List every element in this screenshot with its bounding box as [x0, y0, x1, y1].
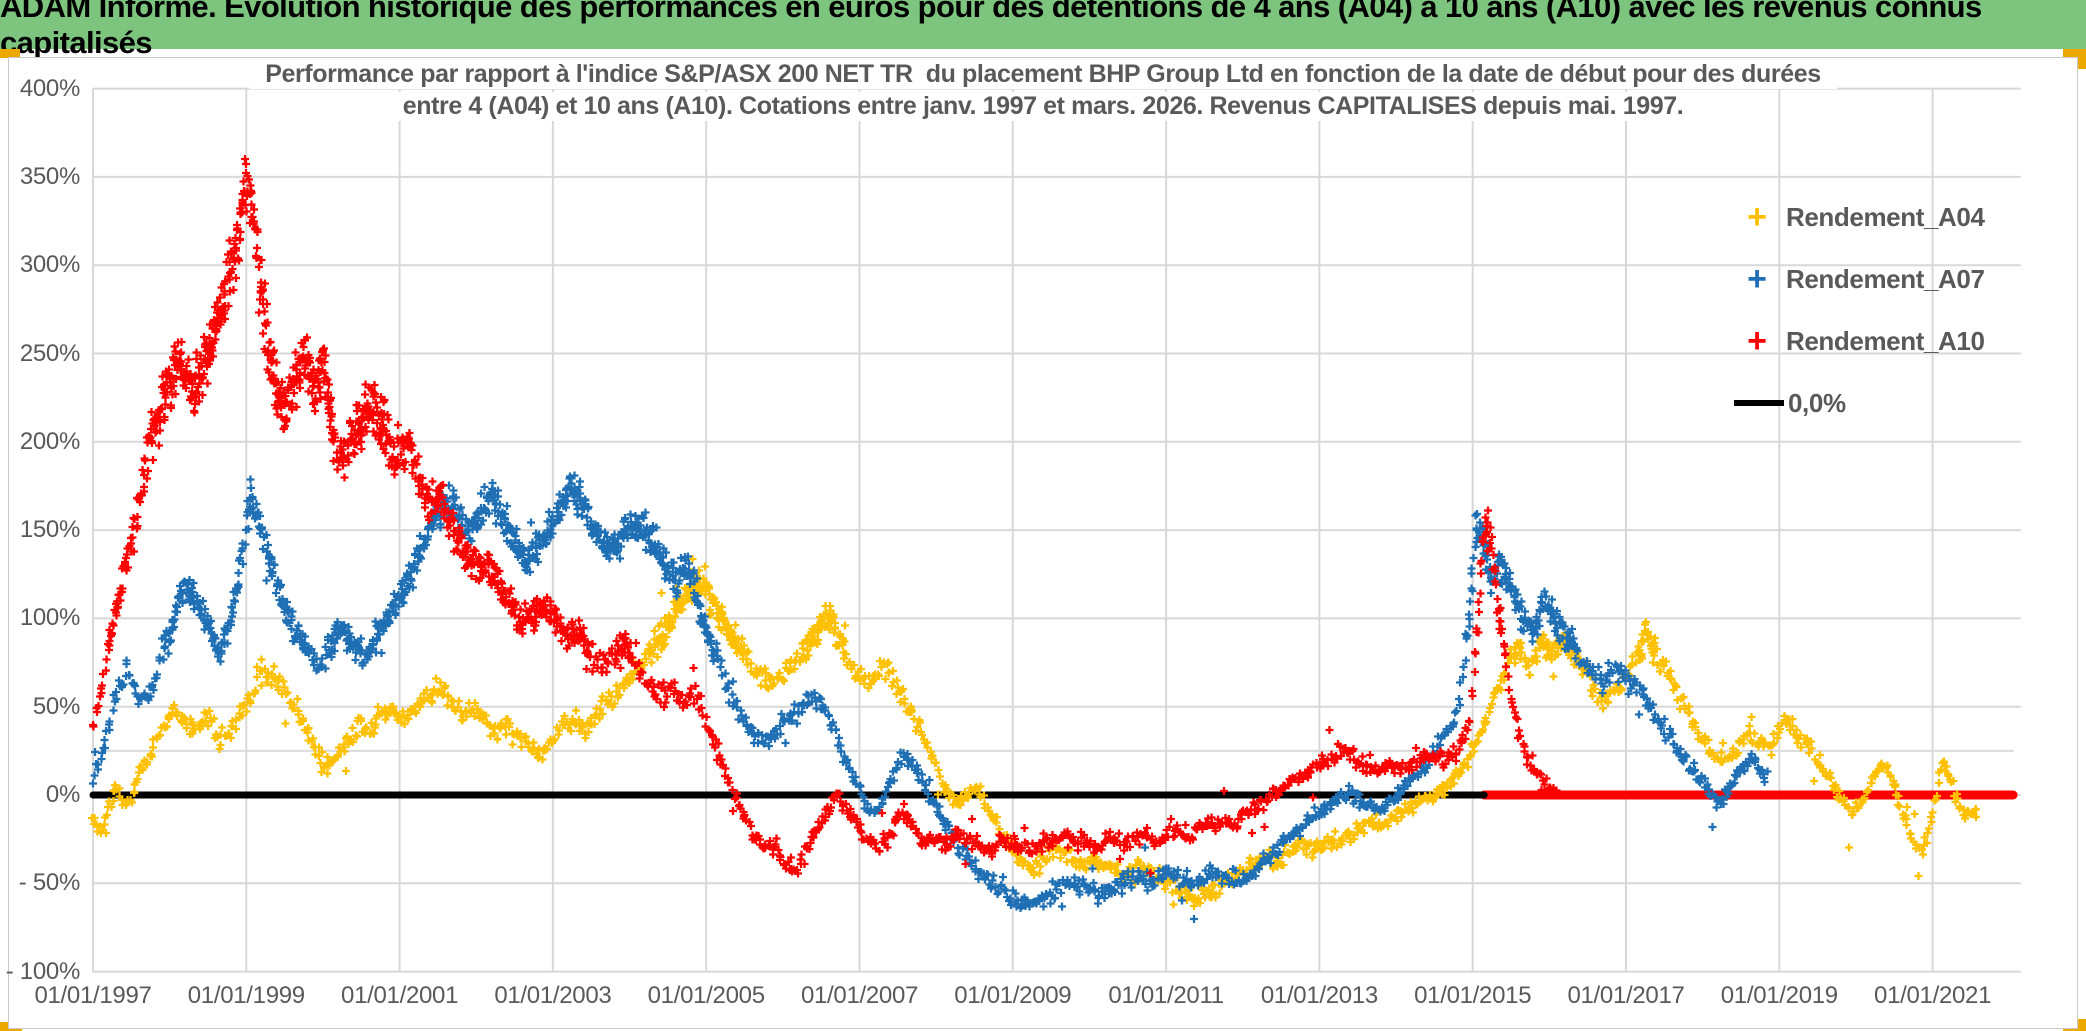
- legend-item-rendement-a07: + Rendement_A07: [1728, 248, 2028, 310]
- x-tick-label: 01/01/2001: [341, 982, 459, 1009]
- x-tick-label: 01/01/2017: [1567, 982, 1685, 1009]
- y-tick-label: 150%: [19, 516, 80, 544]
- x-tick-label: 01/01/2007: [800, 982, 919, 1009]
- x-tick-label: 01/01/2009: [954, 982, 1072, 1009]
- zero-line-icon: [1734, 400, 1784, 406]
- legend-label: 0,0%: [1788, 387, 1846, 418]
- banner-title: ADAM Informe. Evolution historique des p…: [0, 0, 1982, 60]
- title-banner: ADAM Informe. Evolution historique des p…: [0, 0, 2086, 60]
- legend-label: Rendement_A04: [1786, 201, 1985, 232]
- plus-marker-icon: +: [1747, 260, 1767, 298]
- plus-marker-icon: +: [1747, 198, 1767, 236]
- x-tick-label: 01/01/2019: [1720, 982, 1838, 1009]
- y-tick-label: 200%: [19, 427, 80, 455]
- series-rendement-a10: [89, 155, 1561, 878]
- x-tick-label: 01/01/2011: [1108, 982, 1224, 1009]
- x-tick-label: 01/01/2005: [647, 982, 765, 1009]
- x-tick-label: 01/01/2015: [1414, 982, 1532, 1009]
- legend-item-rendement-a10: + Rendement_A10: [1728, 310, 2028, 372]
- legend-item-zero-line: 0,0%: [1728, 372, 2028, 434]
- x-tick-label: 01/01/2003: [494, 982, 612, 1009]
- y-tick-label: 400%: [19, 74, 80, 102]
- x-tick-label: 01/01/1997: [34, 982, 152, 1009]
- x-tick-label: 01/01/2021: [1874, 982, 1992, 1009]
- y-tick-label: 100%: [19, 604, 80, 632]
- legend-label: Rendement_A10: [1786, 325, 1985, 356]
- x-tick-label: 01/01/1999: [187, 982, 305, 1009]
- y-tick-label: 350%: [19, 162, 80, 190]
- legend: + Rendement_A04 + Rendement_A07 + Rendem…: [1728, 186, 2028, 434]
- x-tick-label: 01/01/2013: [1260, 982, 1378, 1009]
- y-tick-label: - 100%: [5, 957, 81, 985]
- series-rendement-a04: [88, 555, 1980, 910]
- y-tick-label: - 50%: [18, 869, 81, 897]
- series-rendement-a07: [89, 471, 1772, 923]
- plus-marker-icon: +: [1747, 322, 1767, 360]
- gold-accent-top-left: [0, 49, 20, 58]
- legend-item-rendement-a04: + Rendement_A04: [1728, 186, 2028, 248]
- y-tick-label: 0%: [45, 781, 80, 808]
- legend-label: Rendement_A07: [1786, 263, 1985, 294]
- y-tick-label: 250%: [19, 339, 80, 367]
- y-tick-label: 50%: [32, 692, 80, 720]
- y-tick-label: 300%: [19, 251, 80, 279]
